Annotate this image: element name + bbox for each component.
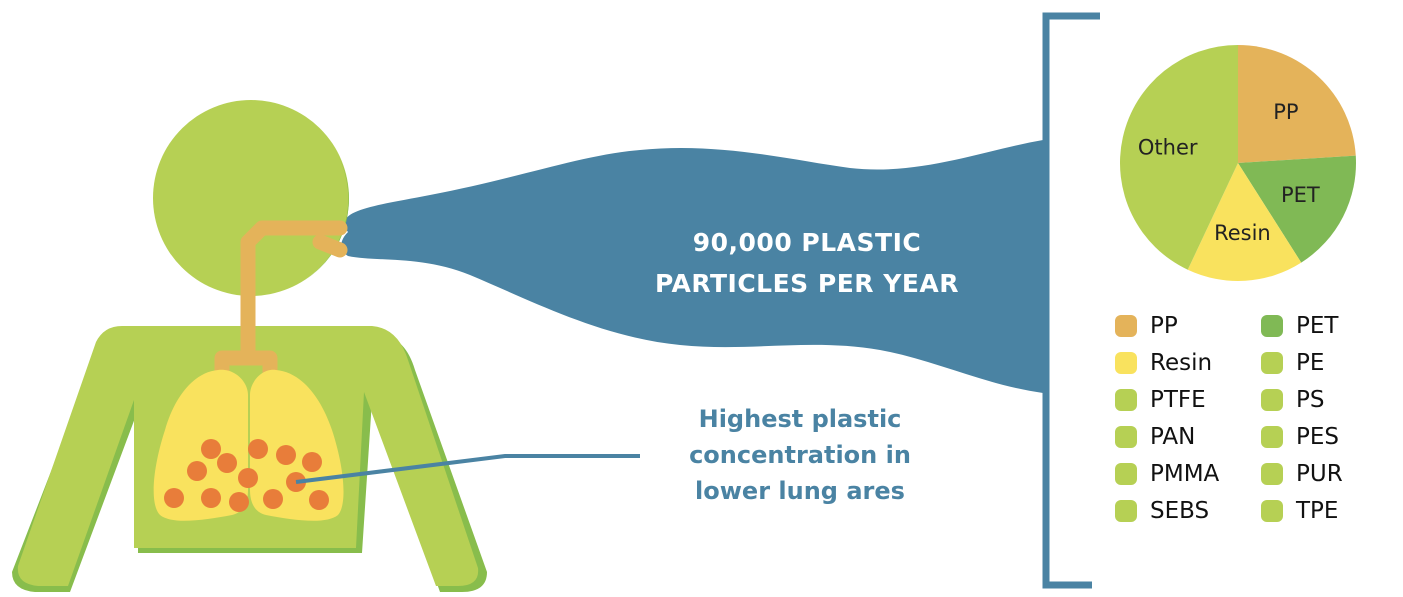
particle <box>248 439 268 459</box>
legend-item-tpe: TPE <box>1254 492 1384 529</box>
callout-line <box>295 454 640 484</box>
legend-label: PE <box>1296 349 1325 376</box>
legend-swatch <box>1115 388 1137 411</box>
legend-label: PTFE <box>1150 386 1206 413</box>
legend-swatch <box>1115 499 1137 522</box>
pie-slice-pp <box>1238 45 1356 163</box>
legend-swatch <box>1261 388 1283 411</box>
pie-slice-pet <box>1238 155 1357 263</box>
callout-line-2: concentration in <box>689 441 911 469</box>
legend-swatch <box>1261 499 1283 522</box>
legend-label: PAN <box>1150 423 1196 450</box>
legend-label: PS <box>1296 386 1325 413</box>
particle <box>201 439 221 459</box>
legend-swatch <box>1261 425 1283 448</box>
plastic-particles <box>164 439 329 512</box>
particle <box>263 489 283 509</box>
legend-label: PET <box>1296 312 1339 339</box>
pie-label-pp: PP <box>1273 100 1298 124</box>
legend-swatch <box>1115 425 1137 448</box>
particle <box>164 488 184 508</box>
particle <box>217 453 237 473</box>
legend-swatch <box>1115 351 1137 374</box>
bracket <box>1042 12 1100 589</box>
legend: PP PET Resin PE PTFE PS PAN PES PMMA PUR SEBS TPE <box>1108 307 1398 529</box>
callout-line-1: Highest plastic <box>698 405 902 433</box>
legend-swatch <box>1115 462 1137 485</box>
legend-swatch <box>1261 462 1283 485</box>
particle <box>309 490 329 510</box>
pie-chart: PP PET Resin Other <box>1120 45 1357 281</box>
legend-label: PP <box>1150 312 1178 339</box>
left-lung <box>153 369 248 521</box>
pie-label-pet: PET <box>1281 183 1320 207</box>
legend-label: Resin <box>1150 349 1213 376</box>
legend-label: PUR <box>1296 460 1343 487</box>
legend-swatch <box>1115 314 1137 337</box>
legend-label: SEBS <box>1150 497 1210 524</box>
pie-slice-resin <box>1187 163 1302 281</box>
person-figure <box>12 100 487 592</box>
legend-item-pe: PE <box>1254 344 1384 381</box>
head <box>153 100 349 296</box>
headline-line-2: PARTICLES PER YEAR <box>654 269 960 298</box>
pie-slice-other <box>1120 45 1238 270</box>
legend-label: TPE <box>1296 497 1339 524</box>
legend-item-resin: Resin <box>1108 344 1254 381</box>
headline-line-1: 90,000 PLASTIC <box>692 228 922 257</box>
legend-label: PES <box>1296 423 1340 450</box>
legend-item-pp: PP <box>1108 307 1254 344</box>
airway <box>214 220 348 380</box>
legend-item-ps: PS <box>1254 381 1384 418</box>
legend-label: PMMA <box>1150 460 1220 487</box>
legend-item-pan: PAN <box>1108 418 1254 455</box>
particle <box>201 488 221 508</box>
legend-item-pes: PES <box>1254 418 1384 455</box>
headline: 90,000 PLASTIC PARTICLES PER YEAR <box>612 222 1002 304</box>
legend-item-pur: PUR <box>1254 455 1384 492</box>
callout-text: Highest plastic concentration in lower l… <box>635 401 965 509</box>
right-lung <box>250 369 344 521</box>
particle <box>187 461 207 481</box>
legend-item-pet: PET <box>1254 307 1384 344</box>
callout-line-3: lower lung ares <box>695 477 905 505</box>
legend-item-ptfe: PTFE <box>1108 381 1254 418</box>
legend-item-sebs: SEBS <box>1108 492 1254 529</box>
legend-swatch <box>1261 351 1283 374</box>
particle <box>276 445 296 465</box>
particle <box>302 452 322 472</box>
particle <box>229 492 249 512</box>
breath-stream <box>341 140 1043 393</box>
particle <box>238 468 258 488</box>
pie-label-resin: Resin <box>1214 221 1271 245</box>
legend-item-pmma: PMMA <box>1108 455 1254 492</box>
pie-label-other: Other <box>1138 135 1198 159</box>
legend-swatch <box>1261 314 1283 337</box>
